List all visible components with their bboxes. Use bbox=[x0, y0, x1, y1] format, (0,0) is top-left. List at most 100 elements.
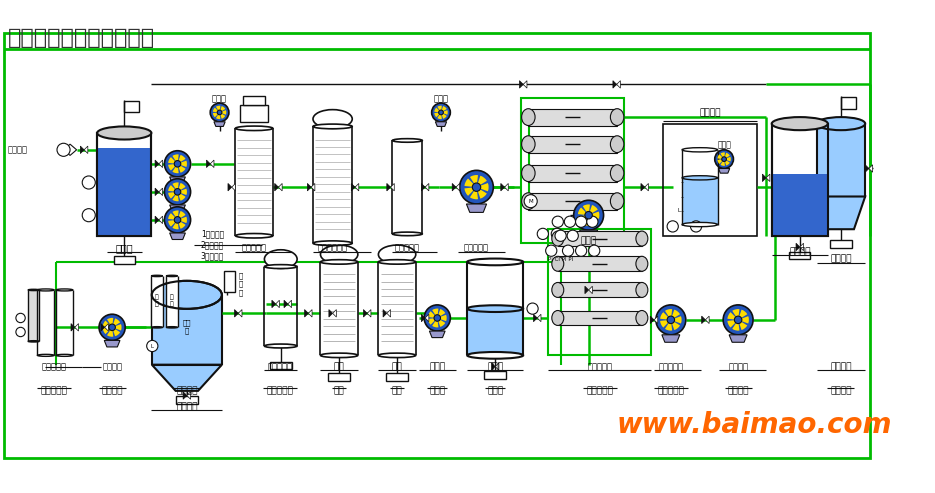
Wedge shape bbox=[178, 155, 185, 164]
Polygon shape bbox=[729, 335, 747, 342]
Wedge shape bbox=[589, 205, 597, 215]
Wedge shape bbox=[578, 208, 589, 215]
Polygon shape bbox=[279, 183, 282, 191]
Text: 中间水箱: 中间水箱 bbox=[830, 362, 852, 371]
Wedge shape bbox=[727, 320, 738, 327]
Wedge shape bbox=[168, 157, 178, 164]
Text: 保安过滤器: 保安过滤器 bbox=[395, 244, 420, 252]
Wedge shape bbox=[724, 157, 731, 161]
Text: 加氯泵: 加氯泵 bbox=[434, 95, 449, 104]
Ellipse shape bbox=[552, 256, 564, 271]
Polygon shape bbox=[640, 183, 644, 191]
Text: 混床: 混床 bbox=[392, 386, 402, 395]
Wedge shape bbox=[428, 318, 438, 325]
Bar bbox=[151, 276, 163, 327]
Polygon shape bbox=[492, 363, 496, 370]
Polygon shape bbox=[80, 146, 84, 153]
Ellipse shape bbox=[313, 109, 352, 128]
Circle shape bbox=[585, 211, 593, 219]
Wedge shape bbox=[717, 154, 724, 159]
Wedge shape bbox=[178, 211, 185, 220]
Text: www.baimao.com: www.baimao.com bbox=[617, 412, 892, 439]
Polygon shape bbox=[766, 174, 770, 181]
Wedge shape bbox=[216, 112, 221, 119]
Ellipse shape bbox=[522, 193, 535, 210]
Wedge shape bbox=[107, 327, 113, 337]
Polygon shape bbox=[71, 323, 75, 331]
Text: 中间水箱: 中间水箱 bbox=[830, 254, 852, 264]
Circle shape bbox=[210, 103, 229, 122]
Bar bbox=[56, 290, 73, 355]
Wedge shape bbox=[168, 192, 178, 199]
Polygon shape bbox=[333, 310, 337, 317]
Circle shape bbox=[16, 314, 25, 322]
Wedge shape bbox=[589, 215, 597, 225]
Ellipse shape bbox=[636, 311, 648, 325]
Wedge shape bbox=[727, 312, 738, 320]
Circle shape bbox=[568, 230, 579, 242]
Polygon shape bbox=[650, 316, 654, 323]
Text: 混床: 混床 bbox=[334, 386, 344, 395]
Wedge shape bbox=[583, 215, 590, 226]
Wedge shape bbox=[220, 106, 225, 112]
Text: 二级反渗透: 二级反渗透 bbox=[587, 362, 612, 371]
Polygon shape bbox=[311, 183, 315, 191]
Text: 1、原水泵
2、原水泵
3、反冲泵: 1、原水泵 2、原水泵 3、反冲泵 bbox=[201, 230, 224, 261]
Circle shape bbox=[16, 327, 25, 337]
Wedge shape bbox=[178, 216, 187, 223]
Ellipse shape bbox=[37, 289, 54, 291]
Wedge shape bbox=[724, 159, 730, 166]
Circle shape bbox=[165, 179, 191, 205]
Ellipse shape bbox=[552, 311, 564, 325]
Bar bbox=[528, 108, 617, 126]
Bar bbox=[484, 371, 507, 379]
Polygon shape bbox=[151, 365, 222, 391]
Polygon shape bbox=[816, 197, 865, 229]
Polygon shape bbox=[183, 392, 187, 399]
Bar bbox=[97, 133, 151, 236]
Wedge shape bbox=[172, 211, 179, 220]
Text: 二级反渗透: 二级反渗透 bbox=[586, 386, 613, 395]
Wedge shape bbox=[178, 161, 187, 167]
Wedge shape bbox=[670, 316, 682, 323]
Circle shape bbox=[174, 216, 180, 223]
Wedge shape bbox=[738, 320, 747, 330]
Circle shape bbox=[576, 216, 587, 227]
Text: 混床: 混床 bbox=[392, 362, 402, 371]
Circle shape bbox=[165, 207, 191, 233]
Ellipse shape bbox=[636, 231, 648, 246]
Text: 加氯泵: 加氯泵 bbox=[212, 94, 227, 103]
Polygon shape bbox=[585, 286, 589, 294]
Polygon shape bbox=[155, 160, 159, 168]
Text: 混床: 混床 bbox=[334, 362, 344, 371]
Polygon shape bbox=[644, 183, 648, 191]
Wedge shape bbox=[434, 112, 441, 117]
Wedge shape bbox=[213, 107, 220, 112]
Circle shape bbox=[57, 143, 70, 156]
Bar bbox=[328, 373, 351, 381]
Circle shape bbox=[472, 183, 481, 191]
Ellipse shape bbox=[97, 126, 151, 140]
Polygon shape bbox=[654, 316, 657, 323]
Circle shape bbox=[538, 228, 549, 240]
Ellipse shape bbox=[771, 117, 827, 130]
Text: 中间水泵: 中间水泵 bbox=[727, 386, 749, 395]
Polygon shape bbox=[617, 81, 621, 88]
Text: 终端水泵: 终端水泵 bbox=[102, 362, 122, 371]
Ellipse shape bbox=[636, 282, 648, 297]
Ellipse shape bbox=[379, 260, 416, 264]
Wedge shape bbox=[172, 220, 179, 229]
Ellipse shape bbox=[321, 353, 358, 357]
Wedge shape bbox=[438, 315, 447, 321]
Polygon shape bbox=[284, 300, 288, 308]
Bar bbox=[151, 295, 222, 365]
Text: 加氯泵: 加氯泵 bbox=[717, 141, 731, 150]
Text: 原水箱: 原水箱 bbox=[115, 243, 133, 253]
Polygon shape bbox=[305, 310, 309, 317]
Polygon shape bbox=[84, 146, 88, 153]
Circle shape bbox=[714, 150, 733, 169]
Wedge shape bbox=[168, 220, 178, 227]
Wedge shape bbox=[738, 310, 747, 320]
Polygon shape bbox=[505, 183, 509, 191]
Polygon shape bbox=[308, 183, 311, 191]
